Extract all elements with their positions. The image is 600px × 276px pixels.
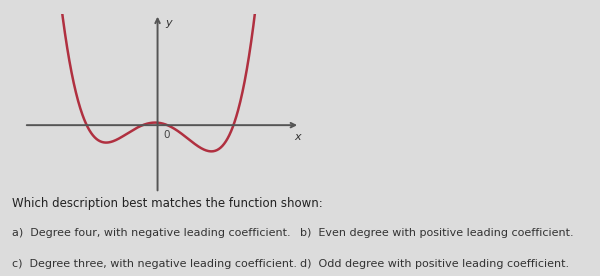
Text: 0: 0 [163,130,169,140]
Text: b)  Even degree with positive leading coefficient.: b) Even degree with positive leading coe… [300,228,574,238]
Text: x: x [295,132,301,142]
Text: d)  Odd degree with positive leading coefficient.: d) Odd degree with positive leading coef… [300,259,569,269]
Text: Which description best matches the function shown:: Which description best matches the funct… [12,197,323,210]
Text: a)  Degree four, with negative leading coefficient.: a) Degree four, with negative leading co… [12,228,290,238]
Text: y: y [166,17,172,28]
Text: c)  Degree three, with negative leading coefficient.: c) Degree three, with negative leading c… [12,259,297,269]
